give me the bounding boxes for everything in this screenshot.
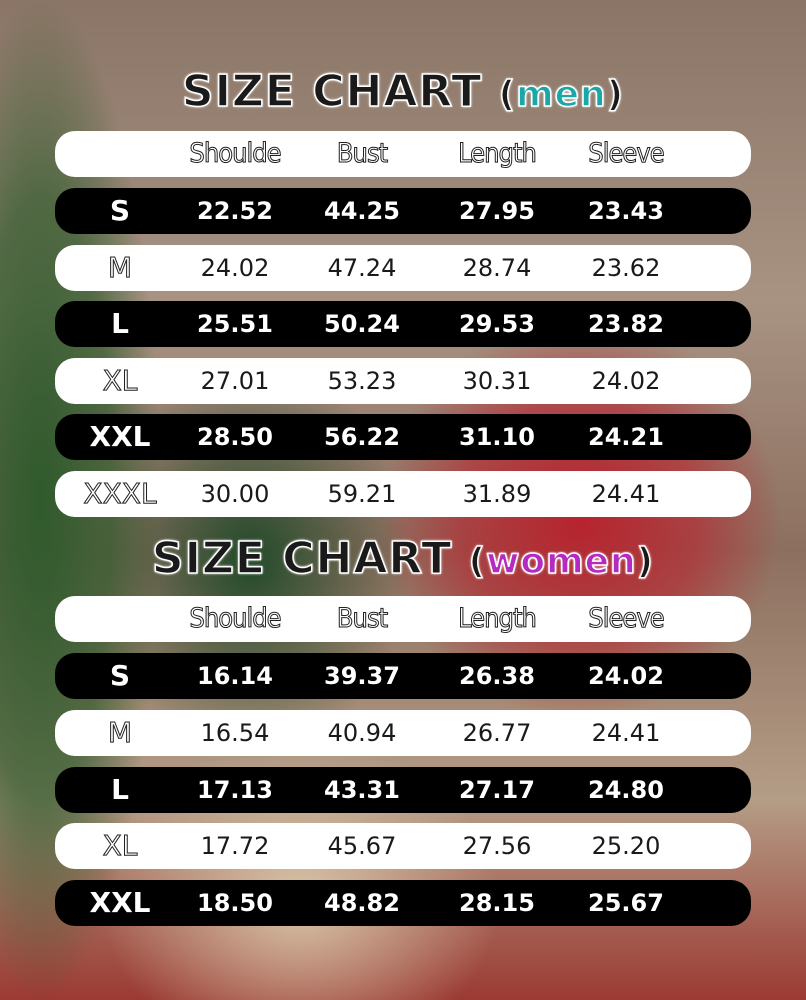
table-row: M 24.02 47.24 28.74 23.62: [55, 244, 751, 291]
column-header: Shoulde: [189, 138, 282, 170]
measurement-cell: 26.38: [459, 662, 535, 690]
measurement-cell: 17.72: [200, 832, 270, 861]
measurement-cell: 24.02: [588, 662, 664, 690]
measurement-cell: 23.43: [588, 197, 664, 225]
measurement-cell: 40.94: [327, 718, 397, 747]
column-header: Shoulde: [189, 603, 282, 635]
measurement-cell: 24.41: [591, 718, 661, 747]
size-label: L: [111, 307, 129, 341]
size-label: XL: [102, 363, 138, 397]
measurement-cell: 50.24: [324, 310, 400, 339]
table-row: XXXL 30.00 59.21 31.89 24.41: [55, 471, 751, 517]
table-header-row: Shoulde Bust Length Sleeve: [55, 131, 751, 177]
men-label: men: [515, 73, 607, 116]
measurement-cell: 39.37: [324, 662, 400, 690]
size-label: XXL: [89, 886, 151, 920]
title-text: SIZE CHART: [151, 532, 453, 585]
table-row: S 22.52 44.25 27.95 23.43: [55, 188, 751, 234]
size-label: XXXL: [83, 477, 157, 511]
measurement-cell: 24.41: [591, 480, 661, 508]
measurement-cell: 48.82: [324, 889, 400, 918]
size-label: XXL: [89, 420, 151, 454]
measurement-cell: 25.67: [588, 889, 664, 918]
column-header: Length: [458, 603, 538, 635]
measurement-cell: 27.01: [200, 366, 270, 395]
table-row: S 16.14 39.37 26.38 24.02: [55, 653, 751, 699]
measurement-cell: 25.20: [591, 832, 661, 861]
size-label: L: [111, 772, 129, 806]
measurement-cell: 28.15: [459, 889, 535, 918]
measurement-cell: 26.77: [462, 718, 532, 747]
measurement-cell: 59.21: [327, 480, 397, 508]
size-label: M: [107, 250, 133, 284]
measurement-cell: 31.89: [462, 480, 532, 508]
measurement-cell: 24.02: [591, 366, 661, 395]
measurement-cell: 24.80: [588, 775, 664, 804]
measurement-cell: 24.02: [200, 253, 270, 282]
column-header: Length: [458, 138, 538, 170]
table-row: L 25.51 50.24 29.53 23.82: [55, 301, 751, 348]
measurement-cell: 18.50: [197, 889, 273, 918]
measurement-cell: 43.31: [324, 775, 400, 804]
measurement-cell: 45.67: [327, 832, 397, 861]
measurement-cell: 22.52: [197, 197, 273, 225]
measurement-cell: 47.24: [327, 253, 397, 282]
size-label: M: [107, 715, 133, 749]
title-text: SIZE CHART: [181, 65, 483, 118]
women-size-chart-title: SIZE CHART (women): [151, 532, 655, 585]
table-row: XL 27.01 53.23 30.31 24.02: [55, 357, 751, 404]
size-label: XL: [102, 829, 138, 863]
table-row: M 16.54 40.94 26.77 24.41: [55, 709, 751, 756]
measurement-cell: 16.14: [197, 662, 273, 690]
measurement-cell: 44.25: [324, 197, 400, 225]
measurement-cell: 23.62: [591, 253, 661, 282]
column-header: Bust: [336, 603, 388, 635]
column-header: Sleeve: [588, 138, 665, 170]
column-header: Sleeve: [588, 603, 665, 635]
measurement-cell: 30.31: [462, 366, 532, 395]
men-size-chart-title: SIZE CHART (men): [181, 65, 625, 118]
measurement-cell: 30.00: [200, 480, 270, 508]
measurement-cell: 27.17: [459, 775, 535, 804]
measurement-cell: 28.50: [197, 423, 273, 452]
column-header: Bust: [336, 138, 388, 170]
measurement-cell: 25.51: [197, 310, 273, 339]
table-row: XXL 18.50 48.82 28.15 25.67: [55, 880, 751, 927]
measurement-cell: 28.74: [462, 253, 532, 282]
measurement-cell: 24.21: [588, 423, 664, 452]
measurement-cell: 16.54: [200, 718, 270, 747]
table-row: L 17.13 43.31 27.17 24.80: [55, 766, 751, 813]
measurement-cell: 23.82: [588, 310, 664, 339]
table-header-row: Shoulde Bust Length Sleeve: [55, 596, 751, 642]
size-label: S: [109, 194, 131, 227]
table-row: XL 17.72 45.67 27.56 25.20: [55, 823, 751, 870]
women-label: women: [485, 540, 637, 583]
table-row: XXL 28.50 56.22 31.10 24.21: [55, 414, 751, 461]
measurement-cell: 56.22: [324, 423, 400, 452]
measurement-cell: 27.95: [459, 197, 535, 225]
size-label: S: [109, 659, 131, 692]
measurement-cell: 29.53: [459, 310, 535, 339]
measurement-cell: 31.10: [459, 423, 535, 452]
measurement-cell: 27.56: [462, 832, 532, 861]
measurement-cell: 17.13: [197, 775, 273, 804]
measurement-cell: 53.23: [327, 366, 397, 395]
